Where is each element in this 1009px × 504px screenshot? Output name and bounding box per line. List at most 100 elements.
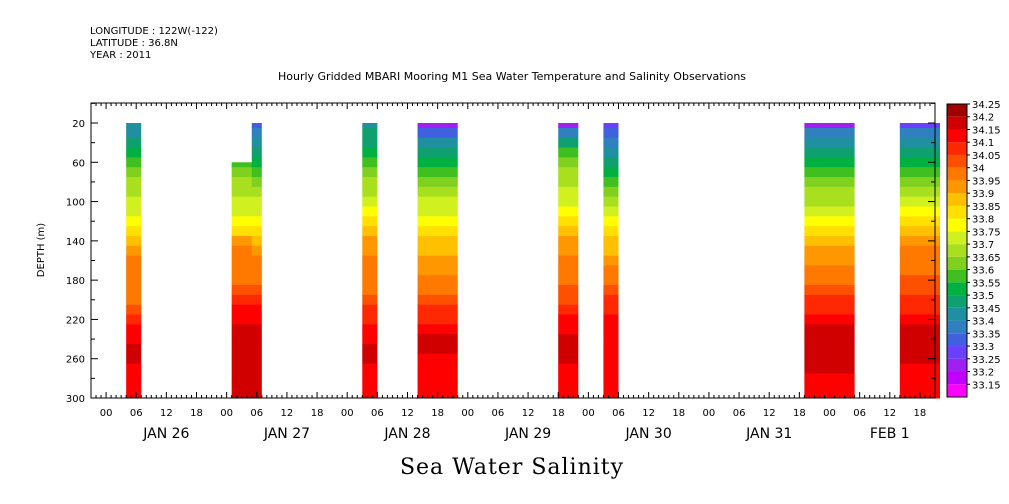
heatmap-cell <box>251 235 262 247</box>
heatmap-cell <box>603 304 619 316</box>
heatmap-cell <box>558 147 579 158</box>
colorbar-label: 33.4 <box>972 317 994 328</box>
heatmap-cell <box>558 196 579 207</box>
heatmap-cell <box>126 216 142 227</box>
colorbar-label: 33.3 <box>972 342 994 353</box>
x-day-label: JAN 31 <box>745 426 792 442</box>
heatmap-cell <box>231 245 257 257</box>
heatmap-cell <box>251 373 262 384</box>
heatmap-cell <box>899 255 941 266</box>
data-column <box>126 123 142 399</box>
heatmap-cell <box>603 127 619 139</box>
heatmap-cell <box>899 157 941 168</box>
heatmap-cell <box>417 137 458 149</box>
heatmap-cell <box>804 275 855 286</box>
heatmap-cell <box>603 167 619 178</box>
heatmap-cell <box>804 363 855 374</box>
colorbar-swatch <box>947 142 967 155</box>
y-tick-labels: 20 60 100 140 180 220 260 300 <box>66 119 85 405</box>
heatmap-cell <box>126 314 142 325</box>
x-hour-label: 00 <box>582 408 595 419</box>
heatmap-cell <box>231 304 257 316</box>
y-tick-label: 60 <box>72 158 85 169</box>
heatmap-cell <box>251 127 262 139</box>
heatmap-cell <box>804 137 855 149</box>
heatmap-cell <box>558 343 579 355</box>
x-day-label: JAN 30 <box>625 426 672 442</box>
heatmap-cell <box>603 393 619 399</box>
x-day-label: JAN 28 <box>383 426 430 442</box>
colorbar-swatch <box>947 104 967 117</box>
heatmap-cell <box>126 285 142 296</box>
heatmap-cell <box>899 226 941 237</box>
heatmap-cell <box>362 285 378 296</box>
heatmap-cell <box>899 314 941 325</box>
heatmap-cell <box>558 265 579 276</box>
heatmap-cell <box>417 167 458 178</box>
heatmap-cell <box>362 177 378 188</box>
heatmap-cell <box>603 137 619 149</box>
heatmap-cell <box>804 147 855 158</box>
colorbar-label: 34.05 <box>972 151 1001 162</box>
heatmap-cell <box>603 206 619 217</box>
heatmap-cell <box>417 373 458 384</box>
heatmap-cell <box>362 157 378 168</box>
heatmap-cell <box>899 127 941 139</box>
x-hour-label: 12 <box>883 408 896 419</box>
colorbar-swatch <box>947 244 967 257</box>
heatmap-cell <box>603 324 619 335</box>
heatmap-cell <box>362 127 378 139</box>
heatmap-cell <box>899 206 941 217</box>
heatmap-cell <box>558 255 579 266</box>
heatmap-cell <box>362 294 378 306</box>
colorbar-swatch <box>947 346 967 359</box>
heatmap-cell <box>603 235 619 247</box>
heatmap-cell <box>603 373 619 384</box>
heatmap-cell <box>362 147 378 158</box>
chart-title: Hourly Gridded MBARI Mooring M1 Sea Wate… <box>278 70 746 83</box>
heatmap-cell <box>251 137 262 149</box>
heatmap-cell <box>362 314 378 325</box>
y-tick-label: 220 <box>66 315 85 326</box>
heatmap-cell <box>362 383 378 394</box>
x-hour-label: 18 <box>914 408 927 419</box>
heatmap-cell <box>603 123 619 129</box>
data-column <box>251 123 262 399</box>
heatmap-cell <box>231 177 257 188</box>
heatmap-cell <box>603 294 619 306</box>
y-tick-label: 140 <box>66 237 85 248</box>
heatmap-cell <box>126 167 142 178</box>
heatmap-cell <box>899 216 941 227</box>
heatmap-cell <box>417 177 458 188</box>
x-hour-label: 12 <box>281 408 294 419</box>
colorbar-swatch <box>947 307 967 321</box>
heatmap-cell <box>251 147 262 158</box>
colorbar-label: 33.7 <box>972 240 994 251</box>
heatmap-cell <box>899 383 941 394</box>
heatmap-cell <box>804 127 855 139</box>
heatmap-cell <box>899 265 941 276</box>
heatmap-cell <box>558 157 579 168</box>
heatmap-cell <box>417 196 458 207</box>
colorbar-label: 33.55 <box>972 278 1001 289</box>
heatmap-cell <box>417 343 458 355</box>
heatmap-cell <box>558 123 579 129</box>
heatmap-cell <box>417 186 458 198</box>
heatmap-cell <box>251 363 262 374</box>
heatmap-cell <box>231 334 257 345</box>
x-hour-label: 12 <box>642 408 655 419</box>
heatmap-cell <box>417 353 458 365</box>
colorbar-label: 34 <box>972 164 985 175</box>
heatmap-cell <box>417 334 458 345</box>
heatmap-cell <box>362 343 378 355</box>
colorbar-swatch <box>947 205 967 219</box>
heatmap-cell <box>899 304 941 316</box>
data-column <box>558 123 579 399</box>
heatmap-cell <box>231 294 257 306</box>
heatmap-cell <box>558 245 579 257</box>
heatmap-cell <box>899 285 941 296</box>
heatmap-cell <box>804 245 855 257</box>
